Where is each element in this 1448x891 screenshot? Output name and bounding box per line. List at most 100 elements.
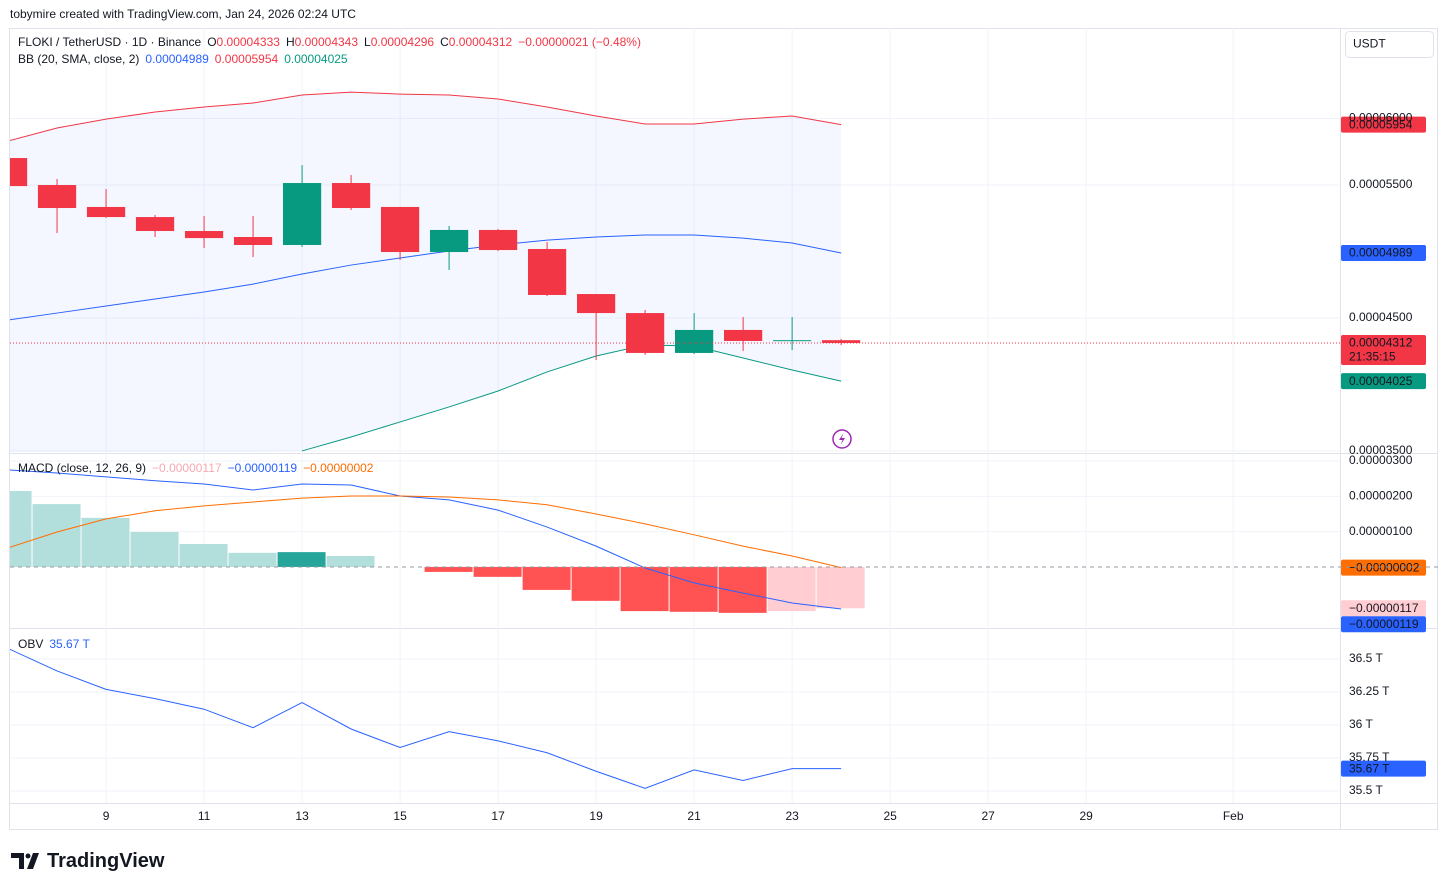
- x-tick-label: 9: [103, 809, 110, 823]
- line: [10, 469, 842, 610]
- ohlc-key: C: [440, 35, 449, 49]
- line: [10, 648, 842, 789]
- axis-tag-bg: [1341, 559, 1426, 576]
- legend-value: 0.00004989: [145, 52, 209, 66]
- band-fill: [10, 92, 842, 452]
- candle-body: [822, 340, 861, 343]
- axis-tag-bg: [1341, 244, 1426, 261]
- ohlc-key: O: [207, 35, 216, 49]
- x-tick-label: 15: [393, 809, 407, 823]
- indicator-name: BB (20, SMA, close, 2): [18, 52, 139, 66]
- axis-tag: 0.00004989: [1349, 246, 1413, 260]
- overlay: 35.67 T 0.00004989 0.00005954 0.00004025 0.0…: [1341, 116, 1426, 777]
- y-tick-label: 0.00000100: [1349, 524, 1413, 538]
- x-tick-label: 23: [785, 809, 799, 823]
- x-tick-label: 19: [589, 809, 603, 823]
- frame: [9, 28, 1438, 830]
- histogram-bar: [767, 566, 816, 612]
- x-tick-label: 25: [883, 809, 897, 823]
- histogram-bar: [326, 556, 375, 567]
- ohlc-key: H: [286, 35, 295, 49]
- y-tick-label: 0.00000200: [1349, 488, 1413, 502]
- candle-body: [527, 248, 567, 295]
- candle-body: [282, 183, 322, 245]
- legend-value: 35.67 T: [49, 637, 90, 651]
- candle-body: [37, 185, 77, 209]
- y-tick-label: 36 T: [1349, 717, 1373, 731]
- histogram-bar: [179, 544, 228, 567]
- price-tag-bg: [1341, 334, 1426, 365]
- brand-logo: TradingView: [11, 850, 165, 872]
- candle-body: [724, 329, 763, 341]
- currency-button[interactable]: [1345, 31, 1434, 58]
- histogram-bar: [228, 552, 277, 567]
- axis-tag: −0.00000002: [1349, 560, 1420, 574]
- candle-body: [380, 206, 420, 253]
- axis-tag: 0.00005954: [1349, 117, 1413, 131]
- x-tick-label: 13: [295, 809, 309, 823]
- histogram-bar: [32, 504, 81, 567]
- y-tick-label: 35.5 T: [1349, 783, 1383, 797]
- currency-label[interactable]: USDT: [1353, 37, 1386, 51]
- attribution: tobymire created with TradingView.com, J…: [10, 7, 356, 21]
- histogram-bar: [10, 491, 32, 567]
- candle-body: [184, 231, 224, 239]
- y-tick-label: 0.00006000: [1349, 111, 1413, 125]
- ohlc-key: L: [364, 35, 371, 49]
- axis-tag: 0.00004025: [1349, 374, 1413, 388]
- legend-value: −0.00000117: [152, 461, 222, 475]
- y-tick-label: 0.00000300: [1349, 453, 1413, 467]
- legend: BB (20, SMA, close, 2) 0.00004989 0.000059…: [18, 52, 348, 66]
- candle-body: [576, 294, 616, 314]
- brand-name: TradingView: [47, 850, 165, 872]
- x-tick-label: 27: [981, 809, 995, 823]
- histogram-bar: [816, 566, 865, 609]
- legend-value: −0.00000119: [228, 461, 298, 475]
- legend: FLOKI / TetherUSD · 1D · Binance O0.00004…: [18, 35, 641, 49]
- axis-tag-bg: [1341, 616, 1426, 633]
- axis-tag-bg: [1341, 600, 1426, 617]
- histogram-bar: [473, 566, 522, 577]
- y-tick-label: 36.25 T: [1349, 684, 1390, 698]
- alert-icon: [832, 429, 852, 449]
- ohlc-value: 0.00004312: [449, 35, 513, 49]
- chart-title: FLOKI / TetherUSD · 1D · Binance: [18, 35, 202, 49]
- axis-tag-bg: [1341, 116, 1426, 133]
- candle-body: [625, 313, 665, 353]
- y-tick-label: 0.00004500: [1349, 310, 1413, 324]
- line: [10, 91, 842, 142]
- axis-tag: −0.00000119: [1349, 617, 1419, 631]
- price-tag: 0.00004312: [1349, 336, 1413, 350]
- x-tick-label: 11: [198, 809, 211, 823]
- plot-area: [10, 28, 1340, 803]
- indicator-name: OBV: [18, 637, 43, 651]
- histogram-bar: [81, 517, 130, 567]
- ohlc-value: 0.00004333: [217, 35, 281, 49]
- x-tick-label: 21: [687, 809, 701, 823]
- legend-value: 0.00004025: [284, 52, 348, 66]
- line: [301, 344, 842, 452]
- candle-body: [86, 206, 126, 218]
- axis-tag-bg: [1341, 760, 1426, 777]
- histogram-bar: [130, 531, 179, 567]
- histogram-bar: [522, 566, 571, 590]
- histogram-bar: [424, 566, 473, 572]
- candle-body: [675, 329, 714, 353]
- x-tick-label: 29: [1079, 809, 1093, 823]
- y-tick-label: 0.00005500: [1349, 177, 1413, 191]
- histogram-bar: [669, 566, 718, 612]
- legend: MACD (close, 12, 26, 9) −0.00000117 −0.000…: [18, 461, 374, 475]
- line: [10, 234, 842, 321]
- legend-value: −0.00000002: [303, 461, 374, 475]
- x-tick-label: Feb: [1223, 809, 1244, 823]
- candle-body: [135, 217, 175, 232]
- candle-body: [10, 158, 28, 187]
- y-tick-label: 0.00003500: [1349, 443, 1413, 457]
- candle-body: [478, 229, 518, 251]
- x-tick-label: 17: [491, 809, 505, 823]
- axis-tag: 35.67 T: [1349, 761, 1390, 775]
- y-tick-label: 35.75 T: [1349, 750, 1390, 764]
